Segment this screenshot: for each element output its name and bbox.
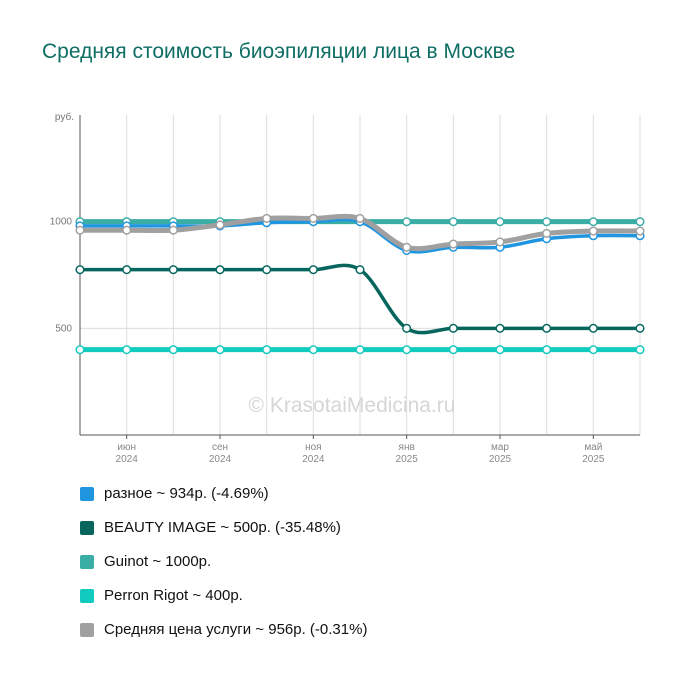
data-point[interactable] xyxy=(635,217,645,227)
grid xyxy=(79,115,641,435)
data-point[interactable] xyxy=(448,239,458,249)
data-point[interactable] xyxy=(355,265,365,275)
data-point[interactable] xyxy=(122,225,132,235)
data-point[interactable] xyxy=(448,217,458,227)
x-tick-month: ноя xyxy=(305,442,322,453)
data-point[interactable] xyxy=(542,323,552,333)
data-point[interactable] xyxy=(588,345,598,355)
legend-swatch xyxy=(80,555,94,569)
x-tick-month: янв xyxy=(399,442,415,453)
y-tick-label: 1000 xyxy=(50,217,73,228)
data-point[interactable] xyxy=(215,220,225,230)
x-tick-month: июн xyxy=(117,442,136,453)
data-point[interactable] xyxy=(75,225,85,235)
data-point[interactable] xyxy=(168,225,178,235)
data-point[interactable] xyxy=(122,265,132,275)
x-tick-month: сен xyxy=(212,442,228,453)
chart-title: Средняя стоимость биоэпиляции лица в Мос… xyxy=(42,40,516,63)
data-point[interactable] xyxy=(308,345,318,355)
y-tick-label: 500 xyxy=(55,323,72,334)
legend-swatch xyxy=(80,487,94,501)
legend-swatch xyxy=(80,589,94,603)
data-point[interactable] xyxy=(448,323,458,333)
x-tick-year: 2025 xyxy=(582,454,605,465)
data-point[interactable] xyxy=(262,213,272,224)
x-tick-year: 2024 xyxy=(302,454,325,465)
data-point[interactable] xyxy=(495,217,505,227)
y-unit-label: руб. xyxy=(55,111,74,123)
legend-label: разное ~ 934р. (-4.69%) xyxy=(104,485,269,502)
watermark: © KrasotaiMedicina.ru xyxy=(249,394,456,417)
data-point[interactable] xyxy=(75,265,85,275)
data-point[interactable] xyxy=(635,323,645,333)
data-point[interactable] xyxy=(635,345,645,355)
legend-label: Средняя цена услуги ~ 956р. (-0.31%) xyxy=(104,621,368,638)
legend-swatch xyxy=(80,623,94,637)
data-point[interactable] xyxy=(262,265,272,275)
x-tick-month: мар xyxy=(491,442,509,453)
x-tick-year: 2024 xyxy=(116,454,139,465)
data-point[interactable] xyxy=(75,345,85,355)
x-tick-month: май xyxy=(584,442,602,453)
series-lines xyxy=(75,213,645,355)
data-point[interactable] xyxy=(402,242,412,252)
data-point[interactable] xyxy=(402,345,412,355)
data-point[interactable] xyxy=(495,345,505,355)
data-point[interactable] xyxy=(355,213,365,224)
x-tick-year: 2024 xyxy=(209,454,232,465)
data-point[interactable] xyxy=(542,217,552,227)
data-point[interactable] xyxy=(168,265,178,275)
x-ticks: июн2024сен2024ноя2024янв2025мар2025май20… xyxy=(116,435,605,465)
data-point[interactable] xyxy=(262,345,272,355)
data-point[interactable] xyxy=(588,217,598,227)
legend-swatch xyxy=(80,521,94,535)
data-point[interactable] xyxy=(402,217,412,227)
data-point[interactable] xyxy=(542,345,552,355)
data-point[interactable] xyxy=(448,345,458,355)
data-point[interactable] xyxy=(588,226,598,236)
data-point[interactable] xyxy=(635,226,645,236)
x-tick-year: 2025 xyxy=(489,454,512,465)
legend-label: Perron Rigot ~ 400р. xyxy=(104,587,243,604)
data-point[interactable] xyxy=(495,323,505,333)
data-point[interactable] xyxy=(542,228,552,238)
data-point[interactable] xyxy=(215,345,225,355)
y-ticks: 500 1000 xyxy=(50,217,73,335)
data-point[interactable] xyxy=(308,265,318,275)
data-point[interactable] xyxy=(168,345,178,355)
axes xyxy=(79,115,640,436)
legend-label: Guinot ~ 1000р. xyxy=(104,553,212,570)
x-tick-year: 2025 xyxy=(396,454,419,465)
data-point[interactable] xyxy=(122,345,132,355)
data-point[interactable] xyxy=(402,323,412,333)
data-point[interactable] xyxy=(308,213,318,224)
data-point[interactable] xyxy=(355,345,365,355)
data-point[interactable] xyxy=(215,265,225,275)
legend-label: BEAUTY IMAGE ~ 500р. (-35.48%) xyxy=(104,519,341,536)
data-point[interactable] xyxy=(588,323,598,333)
data-point[interactable] xyxy=(495,237,505,247)
